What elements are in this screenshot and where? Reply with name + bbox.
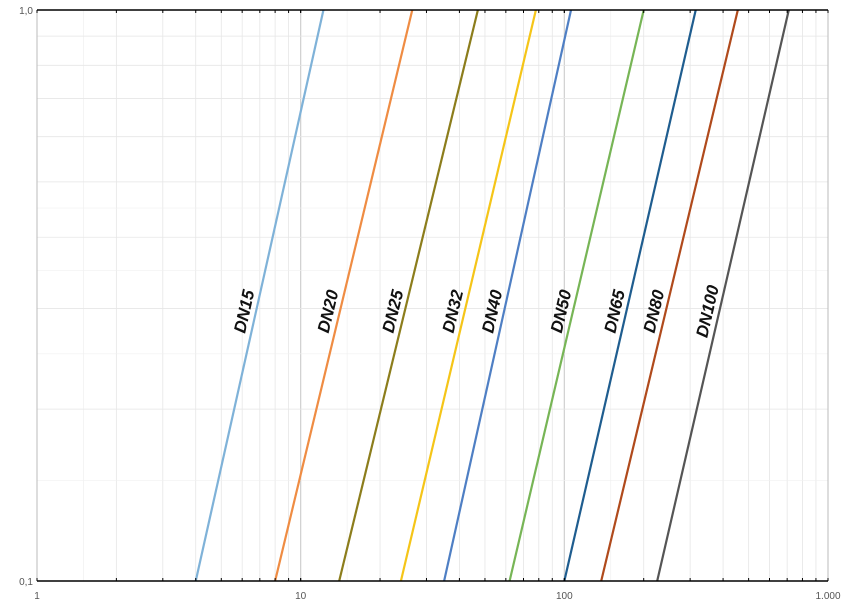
tick-labels: 1 10 100 1.000 0,1 1,0 xyxy=(19,6,841,602)
plot-area xyxy=(37,10,828,581)
series-line-dn32 xyxy=(399,9,537,582)
grid xyxy=(36,9,829,582)
series-line-dn100 xyxy=(656,9,790,582)
series-line-dn80 xyxy=(600,9,739,582)
axes xyxy=(36,9,829,582)
x-tick-label: 1 xyxy=(34,591,40,602)
series-line-dn50 xyxy=(508,9,645,582)
x-tick-label: 10 xyxy=(295,591,307,602)
series-line-dn25 xyxy=(338,9,479,582)
x-tick-label: 1.000 xyxy=(815,591,840,602)
y-tick-label: 1,0 xyxy=(19,6,33,17)
series-line-dn40 xyxy=(443,9,573,582)
series-lines xyxy=(194,9,790,582)
series-line-dn15 xyxy=(194,9,325,582)
series-line-dn65 xyxy=(563,9,697,582)
y-tick-label: 0,1 xyxy=(19,577,33,588)
x-tick-label: 100 xyxy=(556,591,573,602)
series-line-dn20 xyxy=(274,9,414,582)
